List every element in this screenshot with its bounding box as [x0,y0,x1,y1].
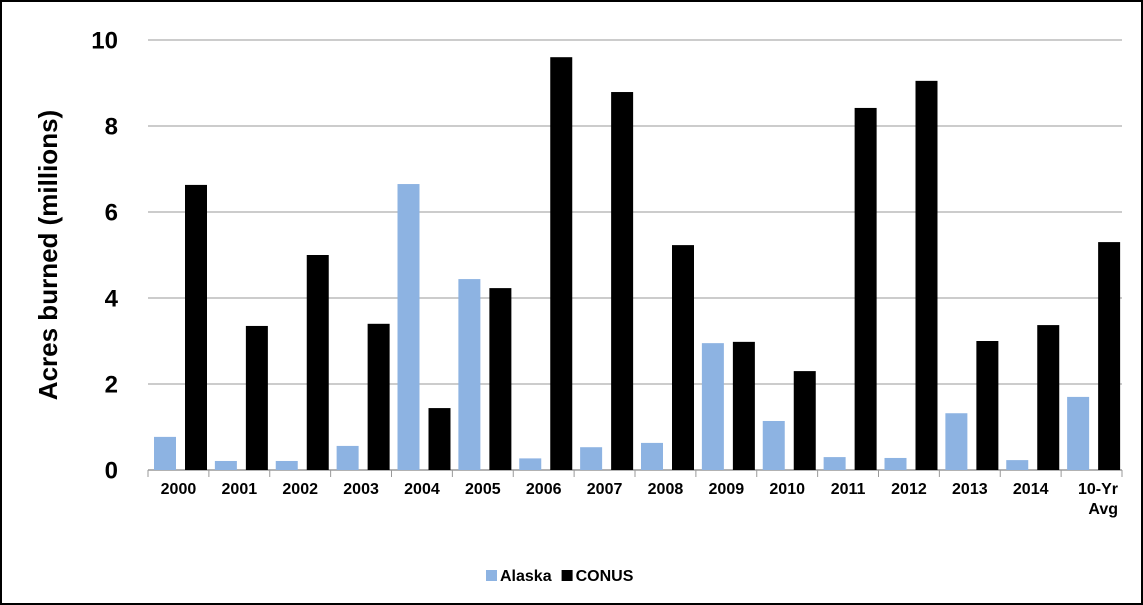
bar [275,460,298,470]
bar [185,184,207,470]
legend-swatch [561,570,573,581]
legend-label: CONUS [576,568,634,585]
bar [854,107,877,470]
bar [580,447,603,470]
legend-label: Alaska [500,568,552,585]
bar [1006,460,1029,470]
legend-swatch [486,570,497,581]
x-tick-label: 10-Yr Avg [1077,481,1118,518]
bar [1067,396,1090,470]
bar [458,279,481,470]
x-tick-label: 2012 [891,481,927,498]
x-tick-label: 2007 [586,481,623,498]
bar [154,436,176,470]
y-tick-label: 4 [105,285,119,312]
bar [245,325,268,470]
x-tick-label: 2008 [647,481,684,498]
bar [1098,242,1121,470]
bar [793,371,816,470]
bar [306,255,329,470]
bar [397,184,420,471]
y-tick-label: 10 [91,27,118,54]
x-tick-label: 2004 [404,481,440,498]
x-tick-label: 2003 [343,481,379,498]
bar [823,457,846,470]
x-tick-label: 2002 [282,481,318,498]
bar [428,408,451,470]
bar [732,341,755,470]
bar [915,80,938,470]
bar [762,420,785,470]
bar [336,445,359,470]
y-tick-label: 8 [105,113,118,140]
x-tick-label: 2011 [830,481,866,498]
bar [641,442,663,470]
bar [976,341,999,470]
bar [214,460,237,470]
x-tick-label: 2005 [465,481,501,498]
y-tick-label: 6 [105,199,118,226]
y-tick-label: 0 [105,457,118,484]
bar [611,92,634,470]
bar [489,288,512,470]
bar [1037,325,1060,470]
x-tick-label: 2001 [221,481,258,498]
x-tick-label: 2009 [708,481,745,498]
x-tick-label: 2014 [1012,481,1049,498]
x-tick-label: 2000 [160,481,197,498]
bar [884,457,907,470]
x-tick-label: 2010 [769,481,805,498]
bar [367,323,390,470]
y-tick-label: 2 [105,371,118,398]
bar [519,458,542,470]
x-tick-label: 2006 [525,481,562,498]
bar [672,245,694,470]
bar [701,343,724,470]
bar [945,413,968,470]
bar [550,57,573,470]
x-tick-label: 2013 [952,481,988,498]
y-axis-title: Acres burned (millions) [33,110,63,400]
